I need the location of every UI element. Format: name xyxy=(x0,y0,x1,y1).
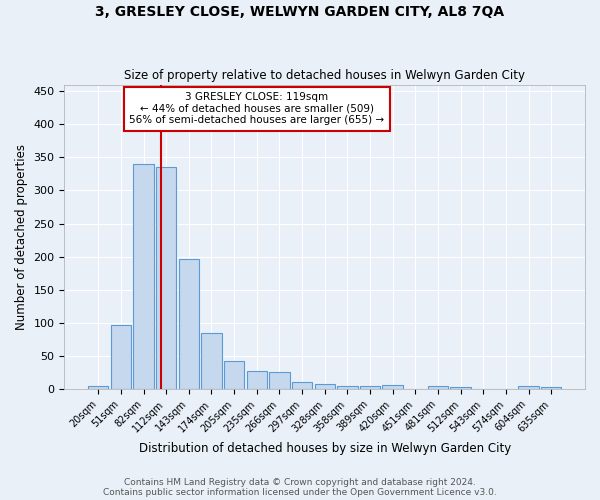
Title: Size of property relative to detached houses in Welwyn Garden City: Size of property relative to detached ho… xyxy=(124,69,525,82)
Text: 3, GRESLEY CLOSE, WELWYN GARDEN CITY, AL8 7QA: 3, GRESLEY CLOSE, WELWYN GARDEN CITY, AL… xyxy=(95,5,505,19)
Bar xyxy=(360,386,380,389)
Bar xyxy=(88,386,109,389)
Text: 3 GRESLEY CLOSE: 119sqm
← 44% of detached houses are smaller (509)
56% of semi-d: 3 GRESLEY CLOSE: 119sqm ← 44% of detache… xyxy=(130,92,385,126)
Bar xyxy=(224,361,244,389)
Bar xyxy=(314,384,335,389)
Bar xyxy=(201,334,221,389)
Bar xyxy=(451,387,471,389)
Bar xyxy=(269,372,290,389)
Bar xyxy=(518,386,539,389)
Bar xyxy=(541,387,562,389)
Bar xyxy=(382,385,403,389)
Y-axis label: Number of detached properties: Number of detached properties xyxy=(15,144,28,330)
Bar xyxy=(428,386,448,389)
Bar xyxy=(111,325,131,389)
Text: Contains HM Land Registry data © Crown copyright and database right 2024.
Contai: Contains HM Land Registry data © Crown c… xyxy=(103,478,497,497)
Bar xyxy=(179,258,199,389)
X-axis label: Distribution of detached houses by size in Welwyn Garden City: Distribution of detached houses by size … xyxy=(139,442,511,455)
Bar xyxy=(247,371,267,389)
Bar xyxy=(292,382,312,389)
Bar xyxy=(133,164,154,389)
Bar xyxy=(156,168,176,389)
Bar xyxy=(337,386,358,389)
